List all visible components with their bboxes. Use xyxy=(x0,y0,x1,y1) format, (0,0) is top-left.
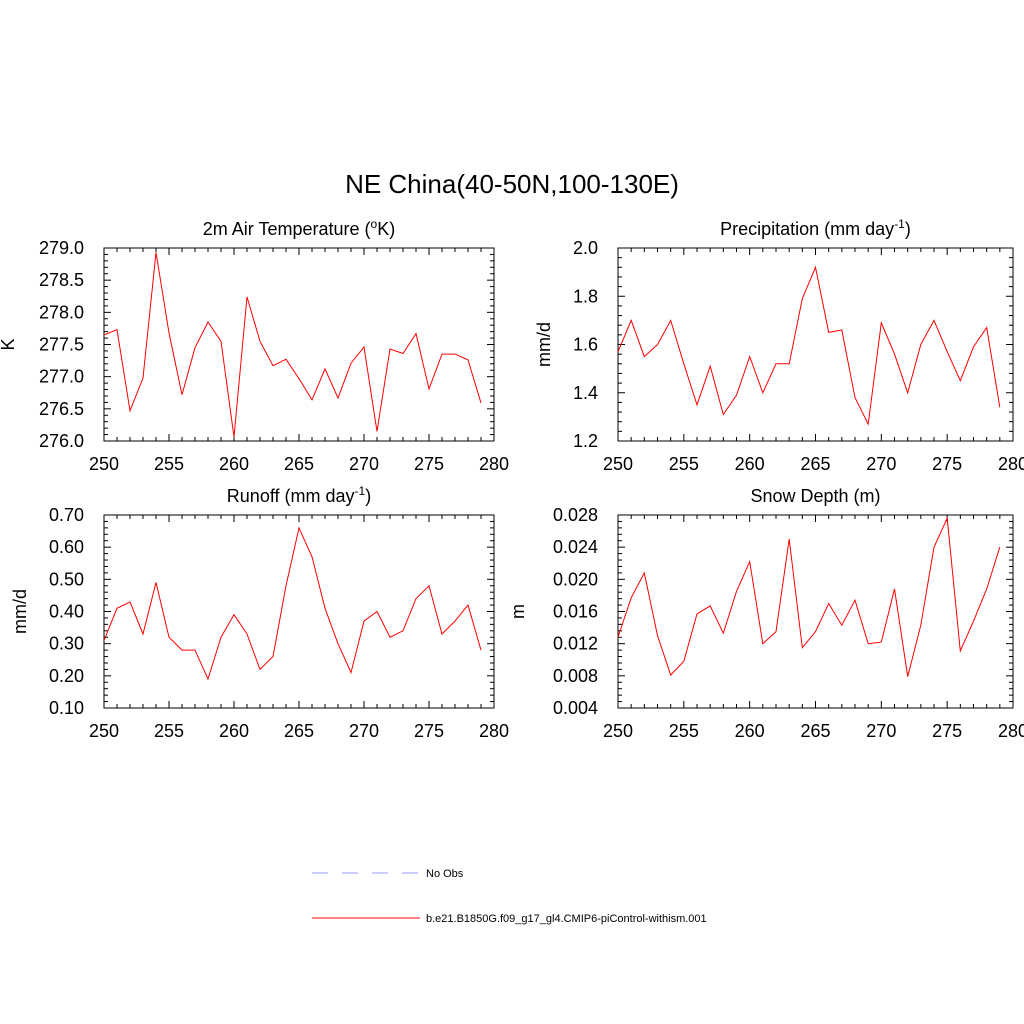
panel-title: Runoff (mm day-1) xyxy=(227,484,371,506)
series-line xyxy=(617,265,1001,426)
legend: No Obs b.e21.B1850G.f09_g17_gl4.CMIP6-pi… xyxy=(312,868,707,925)
legend-run-label: b.e21.B1850G.f09_g17_gl4.CMIP6-piControl… xyxy=(426,913,707,925)
x-tick-label: 250 xyxy=(89,721,119,741)
x-tick-label: 270 xyxy=(866,721,896,741)
x-tick-label: 275 xyxy=(932,721,962,741)
x-tick-label: 270 xyxy=(349,721,379,741)
y-axis-label: mm/d xyxy=(534,322,554,367)
series-line xyxy=(617,516,1001,677)
y-axis-label: K xyxy=(0,338,18,350)
panel-title: Precipitation (mm day-1) xyxy=(720,217,911,239)
x-tick-label: 270 xyxy=(349,454,379,474)
legend-no-obs-label: No Obs xyxy=(426,868,464,880)
y-tick-label: 0.004 xyxy=(553,698,598,718)
y-tick-label: 0.008 xyxy=(553,666,598,686)
series-line xyxy=(103,252,482,438)
y-tick-label: 0.30 xyxy=(49,634,84,654)
x-tick-label: 260 xyxy=(219,454,249,474)
x-tick-label: 280 xyxy=(998,721,1024,741)
x-tick-label: 265 xyxy=(800,721,830,741)
x-tick-label: 250 xyxy=(603,454,633,474)
x-tick-label: 250 xyxy=(603,721,633,741)
x-tick-label: 275 xyxy=(414,721,444,741)
x-tick-label: 275 xyxy=(414,454,444,474)
y-tick-label: 0.020 xyxy=(553,569,598,589)
y-tick-label: 276.0 xyxy=(39,431,84,451)
plot-frame xyxy=(617,514,1014,709)
y-tick-label: 0.60 xyxy=(49,537,84,557)
y-tick-label: 279.0 xyxy=(39,238,84,258)
y-tick-label: 277.0 xyxy=(39,367,84,387)
x-tick-label: 280 xyxy=(479,454,509,474)
panel-title: 2m Air Temperature (oK) xyxy=(203,217,395,239)
figure-title: NE China(40-50N,100-130E) xyxy=(345,169,679,199)
x-tick-label: 265 xyxy=(284,454,314,474)
x-tick-label: 255 xyxy=(154,454,184,474)
x-tick-label: 265 xyxy=(284,721,314,741)
y-tick-label: 2.0 xyxy=(573,238,598,258)
x-tick-label: 265 xyxy=(800,454,830,474)
x-tick-label: 260 xyxy=(735,721,765,741)
panel-2: Precipitation (mm day-1) mm/d 250 255 260 265… xyxy=(534,217,1024,474)
y-tick-label: 0.20 xyxy=(49,666,84,686)
y-axis-label: mm/d xyxy=(10,589,30,634)
y-tick-label: 1.4 xyxy=(573,383,598,403)
plot-frame xyxy=(103,247,495,442)
x-tick-label: 250 xyxy=(89,454,119,474)
y-axis-label: m xyxy=(508,604,528,619)
y-tick-label: 0.50 xyxy=(49,569,84,589)
y-tick-label: 0.10 xyxy=(49,698,84,718)
panel-3: Runoff (mm day-1) mm/d 250 255 260 265 270 275 2… xyxy=(10,484,509,741)
y-tick-label: 0.016 xyxy=(553,602,598,622)
y-tick-label: 278.0 xyxy=(39,302,84,322)
x-tick-label: 280 xyxy=(479,721,509,741)
x-tick-label: 270 xyxy=(866,454,896,474)
panels: 2m Air Temperature (oK) K 250 255 260 265 270 2… xyxy=(0,217,1024,741)
x-tick-label: 275 xyxy=(932,454,962,474)
x-tick-label: 255 xyxy=(669,454,699,474)
x-tick-label: 255 xyxy=(154,721,184,741)
y-tick-label: 0.024 xyxy=(553,537,598,557)
y-tick-label: 0.028 xyxy=(553,505,598,525)
y-tick-label: 1.2 xyxy=(573,431,598,451)
x-tick-label: 280 xyxy=(998,454,1024,474)
panel-4: Snow Depth (m) m 250 255 260 265 270 275 280 0.00… xyxy=(508,486,1024,741)
y-tick-label: 278.5 xyxy=(39,270,84,290)
x-tick-label: 260 xyxy=(735,454,765,474)
y-tick-label: 0.70 xyxy=(49,505,84,525)
panel-title: Snow Depth (m) xyxy=(750,486,880,506)
series-line xyxy=(103,526,482,681)
y-tick-label: 0.40 xyxy=(49,602,84,622)
y-tick-label: 1.8 xyxy=(573,286,598,306)
y-tick-label: 276.5 xyxy=(39,399,84,419)
x-tick-label: 260 xyxy=(219,721,249,741)
plot-frame xyxy=(617,247,1014,442)
y-tick-label: 1.6 xyxy=(573,335,598,355)
panel-1: 2m Air Temperature (oK) K 250 255 260 265 270 2… xyxy=(0,217,509,474)
y-tick-label: 0.012 xyxy=(553,634,598,654)
y-tick-label: 277.5 xyxy=(39,335,84,355)
x-tick-label: 255 xyxy=(669,721,699,741)
